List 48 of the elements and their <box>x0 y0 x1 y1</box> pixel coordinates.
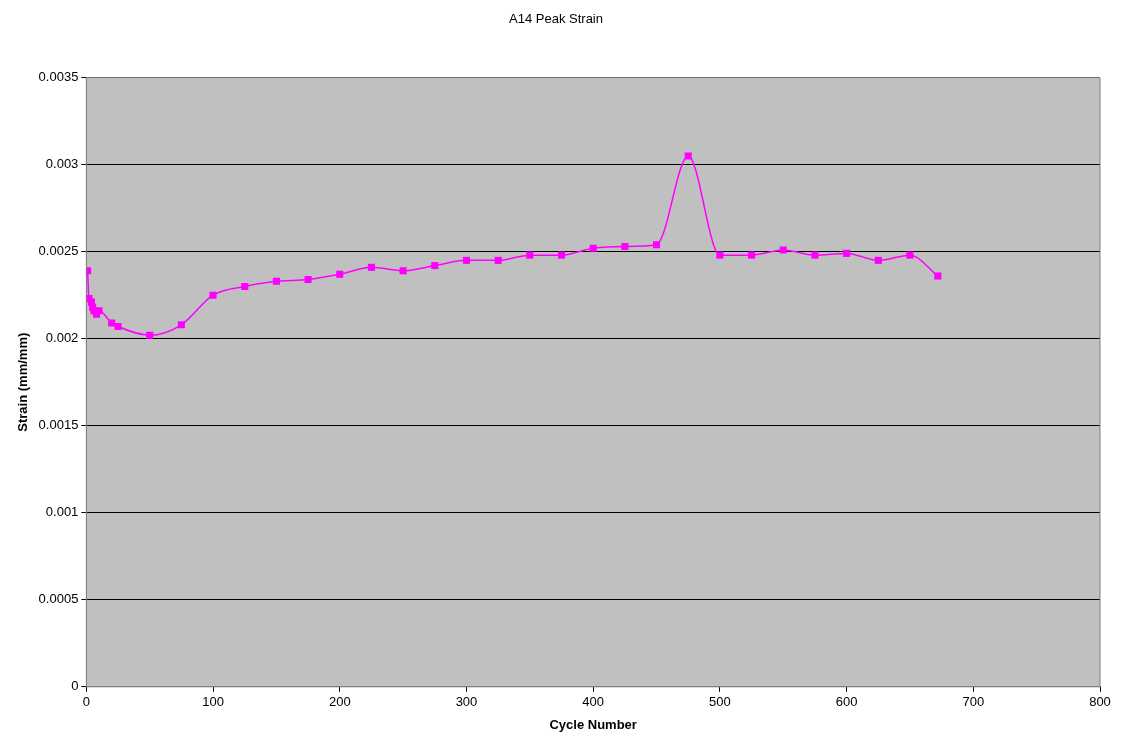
x-tick-label: 600 <box>835 694 858 710</box>
y-tick-label: 0.001 <box>45 504 79 520</box>
point <box>146 331 154 339</box>
point <box>177 321 185 329</box>
point <box>843 249 851 257</box>
point <box>748 251 756 259</box>
x-axis-title: Cycle Number <box>549 716 637 732</box>
point <box>367 263 375 271</box>
point <box>934 272 942 280</box>
point <box>716 251 724 259</box>
x-tick-label: 0 <box>82 694 90 710</box>
point <box>209 291 217 299</box>
point <box>589 244 597 252</box>
y-tick-label: 0.0015 <box>38 417 79 433</box>
x-tick-label: 300 <box>455 694 478 710</box>
x-tick-label: 500 <box>709 694 731 710</box>
x-tick-label: 800 <box>1089 694 1111 710</box>
point <box>108 319 116 327</box>
point <box>653 241 661 249</box>
point <box>462 256 471 264</box>
chart-title: A14 Peak Strain <box>509 11 603 27</box>
point <box>494 256 502 264</box>
point <box>526 251 534 259</box>
point <box>811 251 819 259</box>
y-tick-label: 0.002 <box>45 330 79 346</box>
y-tick-label: 0.0005 <box>38 591 79 607</box>
x-tick-label: 400 <box>582 694 605 710</box>
y-tick-label: 0.003 <box>45 156 79 172</box>
y-tick-label: 0 <box>71 678 79 694</box>
y-tick-label: 0.0025 <box>38 243 79 259</box>
point <box>336 270 344 278</box>
point <box>431 262 439 270</box>
point <box>399 267 407 275</box>
point <box>874 256 882 264</box>
point <box>779 246 787 254</box>
x-tick-label: 100 <box>202 694 224 710</box>
point <box>621 242 629 250</box>
point <box>684 152 692 160</box>
point <box>906 251 914 259</box>
y-tick-label: 0.0035 <box>38 69 79 85</box>
point <box>241 282 249 290</box>
point <box>557 251 566 259</box>
point <box>304 275 312 284</box>
y-axis-title: Strain (mm/mm) <box>15 332 31 432</box>
point <box>114 322 122 331</box>
point <box>272 277 280 285</box>
x-tick-label: 200 <box>328 694 351 710</box>
x-tick-label: 700 <box>962 694 985 710</box>
